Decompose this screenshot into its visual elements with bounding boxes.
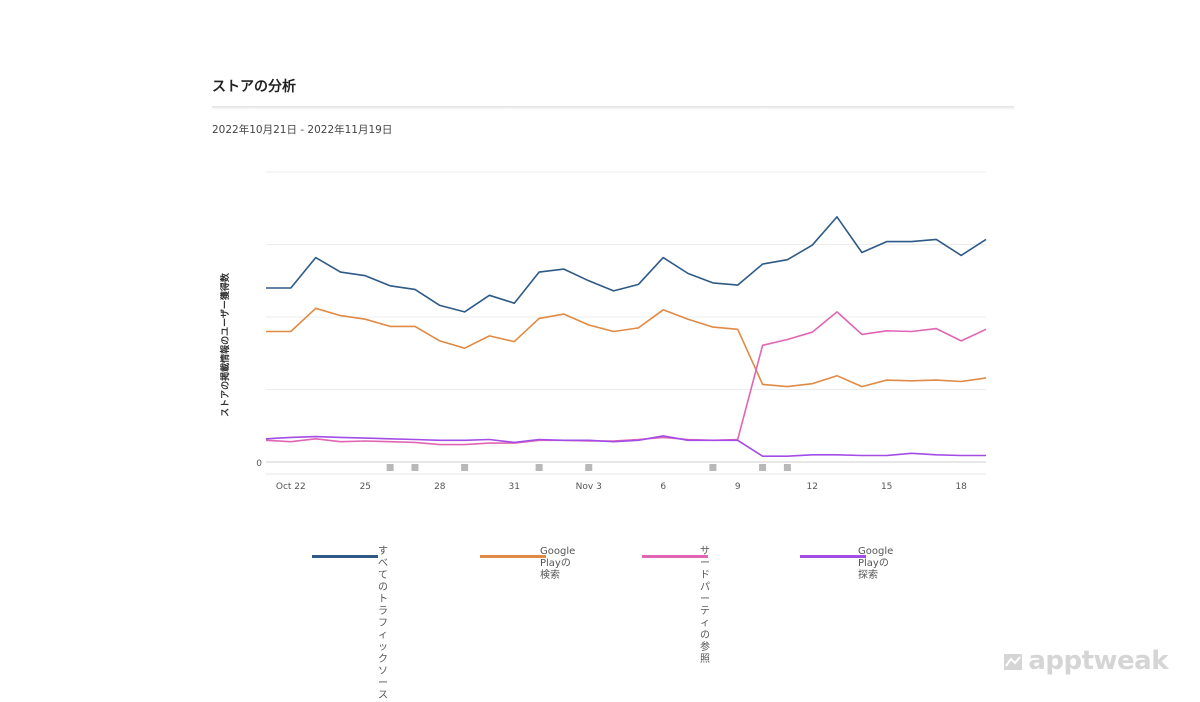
annotation-marker: [461, 464, 469, 471]
annotation-marker: [783, 464, 791, 471]
legend-swatch: [642, 555, 708, 558]
legend-swatch: [312, 555, 378, 558]
annotation-marker: [386, 464, 394, 471]
x-tick-label: 9: [735, 482, 741, 492]
legend-swatch: [800, 555, 866, 558]
series-line-0: [266, 216, 987, 313]
x-tick-label: 31: [509, 482, 520, 492]
annotation-marker: [585, 464, 593, 471]
x-tick-label: Oct 22: [276, 482, 306, 492]
legend-label: すべてのトラフィック ソース: [378, 546, 388, 701]
annotation-marker: [709, 464, 717, 471]
annotation-marker: [535, 464, 543, 471]
x-tick-label: 12: [806, 482, 817, 492]
y-axis-label: ストアの掲載情報のユーザー獲得数: [219, 272, 231, 417]
x-tick-label: 18: [955, 482, 967, 492]
watermark-text: apptweak: [1028, 646, 1168, 676]
x-tick-label: Nov 3: [576, 482, 602, 492]
series-line-1: [266, 307, 987, 388]
y-tick-label: 0: [256, 459, 262, 469]
x-tick-label: 28: [434, 482, 446, 492]
date-range: 2022年10月21日 - 2022年11月19日: [212, 124, 393, 136]
apptweak-watermark: apptweak: [1004, 646, 1168, 676]
page-title: ストアの分析: [212, 79, 296, 95]
annotation-marker: [411, 464, 419, 471]
legend-label: Google Playの探索: [858, 546, 894, 581]
x-tick-label: 15: [881, 482, 892, 492]
apptweak-logo-icon: [1004, 654, 1023, 670]
x-tick-label: 6: [660, 482, 666, 492]
title-divider: [212, 106, 1014, 110]
x-tick-label: 25: [360, 482, 371, 492]
legend-label: サードパーティの参照: [700, 546, 710, 665]
legend-swatch: [480, 555, 546, 558]
chart-legend: すべてのトラフィック ソース Google Playの検索 サードパーティの参照…: [312, 544, 952, 701]
series-line-3: [265, 435, 986, 458]
annotation-marker: [759, 464, 767, 471]
series-line-2: [265, 311, 987, 446]
legend-label: Google Playの検索: [540, 546, 576, 581]
